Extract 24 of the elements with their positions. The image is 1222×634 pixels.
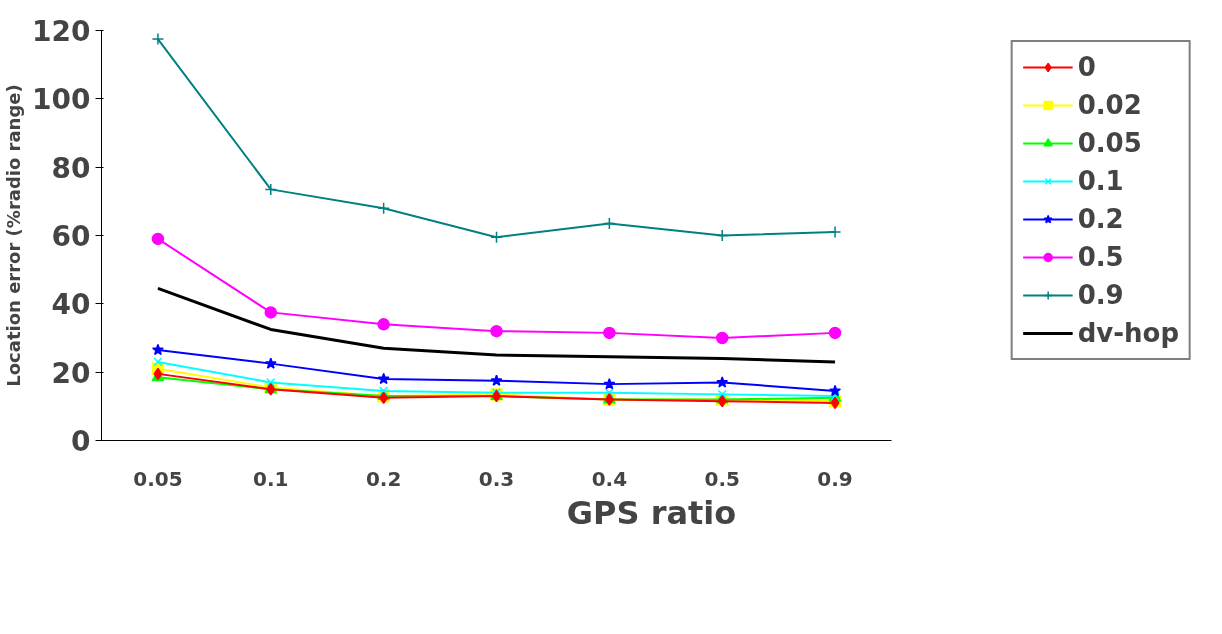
y-tick-label: 100 <box>32 83 91 117</box>
legend-label: dv-hop <box>1077 318 1179 348</box>
x-tick-label: 0.3 <box>478 466 515 491</box>
x-tick-label: 0.05 <box>133 466 183 491</box>
x-tick-label: 0.1 <box>253 466 289 491</box>
y-tick-label: 0 <box>71 425 91 458</box>
legend-label: 0.9 <box>1077 280 1124 310</box>
x-tick-label: 0.2 <box>365 466 402 491</box>
legend-label: 0.5 <box>1077 242 1124 272</box>
x-tick-label: 0.4 <box>591 466 628 491</box>
legend-label: 0.02 <box>1077 90 1142 120</box>
legend-label: 0.2 <box>1077 204 1124 234</box>
y-axis-title: Location error (%radio range) <box>3 84 25 387</box>
x-tick-label: 0.9 <box>817 466 853 491</box>
x-axis-title: GPS ratio <box>566 493 737 532</box>
y-tick-label: 120 <box>32 15 91 48</box>
y-tick-label: 40 <box>51 288 91 322</box>
legend-label: 0.1 <box>1077 166 1124 196</box>
y-tick-label: 20 <box>51 356 91 390</box>
x-tick-label: 0.5 <box>704 466 740 491</box>
legend-label: 0.05 <box>1077 128 1142 158</box>
y-tick-label: 80 <box>51 151 91 185</box>
legend-label: 0 <box>1077 52 1097 82</box>
y-tick-label: 60 <box>51 220 91 253</box>
